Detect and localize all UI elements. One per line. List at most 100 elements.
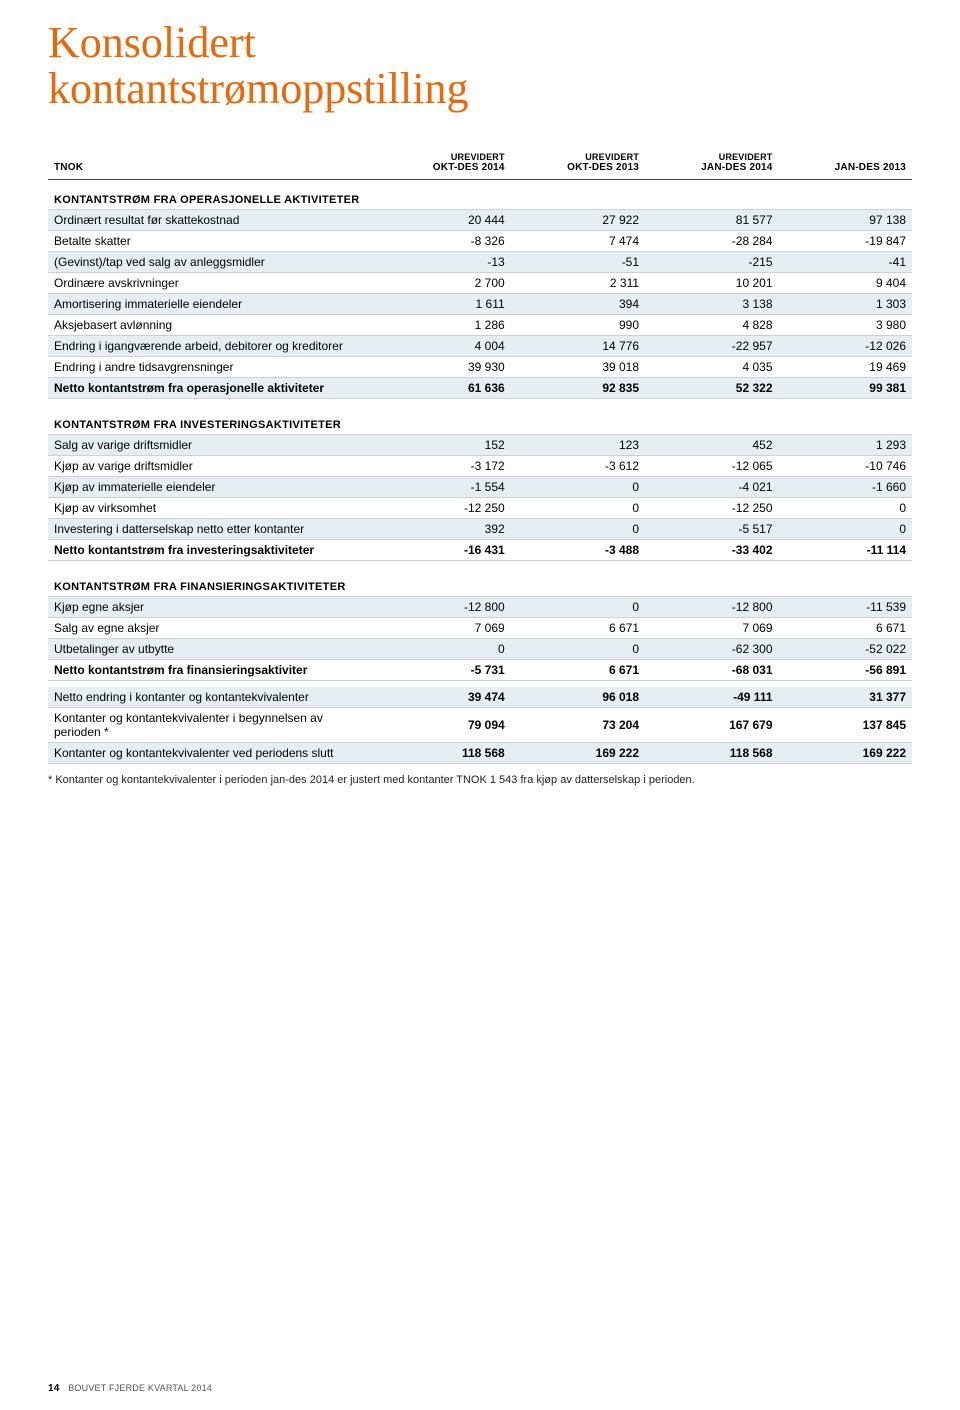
row-value: 0 xyxy=(779,498,913,519)
row-value: 10 201 xyxy=(645,273,778,294)
row-value: 0 xyxy=(779,519,913,540)
row-value: 0 xyxy=(511,519,645,540)
col-header: UREVIDERTOKT-DES 2014 xyxy=(376,148,510,180)
col-header-bot: OKT-DES 2013 xyxy=(517,162,639,173)
table-row: Salg av egne aksjer7 0696 6717 0696 671 xyxy=(48,618,912,639)
table-row: Netto kontantstrøm fra operasjonelle akt… xyxy=(48,378,912,399)
table-header: TNOKUREVIDERTOKT-DES 2014UREVIDERTOKT-DE… xyxy=(48,148,912,180)
row-value: -12 800 xyxy=(645,597,778,618)
table-row: Aksjebasert avlønning1 2869904 8283 980 xyxy=(48,315,912,336)
row-value: -33 402 xyxy=(645,540,778,561)
table-row: Endring i igangværende arbeid, debitorer… xyxy=(48,336,912,357)
footer-text: BOUVET FJERDE KVARTAL 2014 xyxy=(68,1383,212,1393)
row-value: 7 474 xyxy=(511,231,645,252)
row-label: Endring i igangværende arbeid, debitorer… xyxy=(48,336,376,357)
row-value: 1 611 xyxy=(376,294,510,315)
table-row: Amortisering immaterielle eiendeler1 611… xyxy=(48,294,912,315)
table-row: Netto kontantstrøm fra investeringsaktiv… xyxy=(48,540,912,561)
table-row: (Gevinst)/tap ved salg av anleggsmidler-… xyxy=(48,252,912,273)
row-value: 0 xyxy=(511,498,645,519)
section-heading: KONTANTSTRØM FRA INVESTERINGSAKTIVITETER xyxy=(48,405,912,435)
row-value: 1 293 xyxy=(779,435,913,456)
row-value: 7 069 xyxy=(376,618,510,639)
row-value: -28 284 xyxy=(645,231,778,252)
row-value: 61 636 xyxy=(376,378,510,399)
row-value: 31 377 xyxy=(779,687,913,708)
row-value: 6 671 xyxy=(779,618,913,639)
col-header: UREVIDERTOKT-DES 2013 xyxy=(511,148,645,180)
row-value: 9 404 xyxy=(779,273,913,294)
row-label: Aksjebasert avlønning xyxy=(48,315,376,336)
col-header-label: TNOK xyxy=(48,148,376,180)
table-row: Kjøp av immaterielle eiendeler-1 5540-4 … xyxy=(48,477,912,498)
table-row: Investering i datterselskap netto etter … xyxy=(48,519,912,540)
row-label: Kontanter og kontantekvivalenter ved per… xyxy=(48,743,376,764)
row-value: -16 431 xyxy=(376,540,510,561)
row-value: 27 922 xyxy=(511,210,645,231)
row-label: Investering i datterselskap netto etter … xyxy=(48,519,376,540)
row-label: (Gevinst)/tap ved salg av anleggsmidler xyxy=(48,252,376,273)
row-value: 81 577 xyxy=(645,210,778,231)
row-label: Ordinært resultat før skattekostnad xyxy=(48,210,376,231)
row-label: Amortisering immaterielle eiendeler xyxy=(48,294,376,315)
row-value: 7 069 xyxy=(645,618,778,639)
row-value: 169 222 xyxy=(779,743,913,764)
row-value: 39 018 xyxy=(511,357,645,378)
row-value: -10 746 xyxy=(779,456,913,477)
row-value: 14 776 xyxy=(511,336,645,357)
table-row: Kontanter og kontantekvivalenter i begyn… xyxy=(48,708,912,743)
row-label: Netto kontantstrøm fra investeringsaktiv… xyxy=(48,540,376,561)
row-value: -1 554 xyxy=(376,477,510,498)
row-value: 2 311 xyxy=(511,273,645,294)
row-value: -12 065 xyxy=(645,456,778,477)
row-value: -1 660 xyxy=(779,477,913,498)
col-header: UREVIDERTJAN-DES 2014 xyxy=(645,148,778,180)
row-value: 3 980 xyxy=(779,315,913,336)
row-value: 1 286 xyxy=(376,315,510,336)
row-label: Ordinære avskrivninger xyxy=(48,273,376,294)
row-label: Betalte skatter xyxy=(48,231,376,252)
table-row: Endring i andre tidsavgrensninger39 9303… xyxy=(48,357,912,378)
row-value: 99 381 xyxy=(779,378,913,399)
row-value: 4 828 xyxy=(645,315,778,336)
row-label: Kjøp av virksomhet xyxy=(48,498,376,519)
table-row: Betalte skatter-8 3267 474-28 284-19 847 xyxy=(48,231,912,252)
row-value: -12 250 xyxy=(376,498,510,519)
row-label: Kontanter og kontantekvivalenter i begyn… xyxy=(48,708,376,743)
row-value: 152 xyxy=(376,435,510,456)
row-value: 97 138 xyxy=(779,210,913,231)
row-value: -4 021 xyxy=(645,477,778,498)
row-value: 4 035 xyxy=(645,357,778,378)
row-label: Netto endring i kontanter og kontantekvi… xyxy=(48,687,376,708)
row-value: -49 111 xyxy=(645,687,778,708)
row-value: 79 094 xyxy=(376,708,510,743)
row-value: -62 300 xyxy=(645,639,778,660)
row-value: 0 xyxy=(376,639,510,660)
row-value: 0 xyxy=(511,639,645,660)
row-value: -5 731 xyxy=(376,660,510,681)
row-value: 169 222 xyxy=(511,743,645,764)
table-row: Utbetalinger av utbytte00-62 300-52 022 xyxy=(48,639,912,660)
page-title: Konsolidert kontantstrømoppstilling xyxy=(48,20,912,112)
row-value: 2 700 xyxy=(376,273,510,294)
row-value: -12 800 xyxy=(376,597,510,618)
row-value: -68 031 xyxy=(645,660,778,681)
row-label: Utbetalinger av utbytte xyxy=(48,639,376,660)
row-value: 123 xyxy=(511,435,645,456)
row-label: Kjøp av varige driftsmidler xyxy=(48,456,376,477)
col-header-top: UREVIDERT xyxy=(382,152,504,162)
row-value: 6 671 xyxy=(511,618,645,639)
table-row: Ordinære avskrivninger2 7002 31110 2019 … xyxy=(48,273,912,294)
row-value: 96 018 xyxy=(511,687,645,708)
row-value: -12 250 xyxy=(645,498,778,519)
row-label: Salg av varige driftsmidler xyxy=(48,435,376,456)
row-value: 0 xyxy=(511,597,645,618)
row-value: 118 568 xyxy=(376,743,510,764)
row-label: Kjøp egne aksjer xyxy=(48,597,376,618)
row-value: 4 004 xyxy=(376,336,510,357)
row-value: 452 xyxy=(645,435,778,456)
row-value: 20 444 xyxy=(376,210,510,231)
table-row: Kjøp av virksomhet-12 2500-12 2500 xyxy=(48,498,912,519)
table-row: Salg av varige driftsmidler1521234521 29… xyxy=(48,435,912,456)
row-value: 39 930 xyxy=(376,357,510,378)
